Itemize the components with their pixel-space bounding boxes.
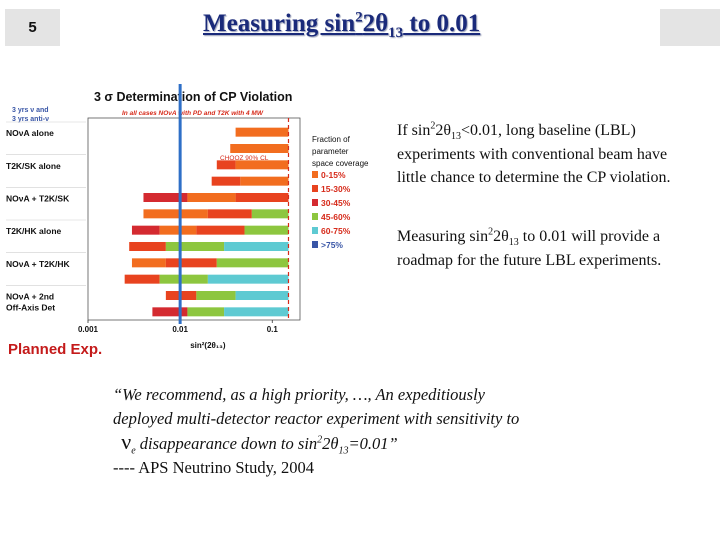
chooz-label: CHOOZ 90% CL [220,155,269,162]
legend-title: Fraction of [312,135,351,144]
bar-segment [230,144,289,153]
bar-segment [196,225,245,235]
bar-segment [235,160,289,170]
x-tick-label: 0.001 [78,325,99,334]
bar-segment [235,127,289,137]
quote-sup: 2 [317,434,323,446]
bar-segment [187,193,236,202]
bar-segment [159,225,197,235]
legend-swatch [312,185,318,192]
legend-swatch [312,213,318,220]
row-label: NOνA alone [6,128,54,138]
chart-subtitle: In all cases NOνA with PD and T2K with 4… [122,110,264,117]
quote-sub: 13 [338,445,349,457]
bullet2-post: to 0.01 will provide a roadmap for the f… [397,228,662,269]
quote-line-2: deployed multi-detector reactor experime… [113,408,520,428]
bar-segment [216,160,236,170]
bar-segment [165,242,225,251]
row-label: NOνA + T2K/SK [6,194,70,204]
bar-segment [235,193,289,202]
bullet1-sup: 2 [430,120,436,132]
bar-segment [207,209,252,219]
bullet2-mid: 2θ [493,228,509,245]
legend-title: space coverage [312,159,369,168]
corner-box [660,9,720,46]
bar-segment [131,225,160,235]
bullet2-pre: Measuring sin [397,228,489,245]
legend-swatch [312,199,318,206]
slide-number-text: 5 [28,19,37,36]
title-sub: 13 [388,25,404,41]
nu-symbol: ν [121,429,132,454]
legend-label: 0-15% [321,170,346,180]
bar-segment [251,209,289,219]
nu-flavor: e [131,445,136,457]
slide-number: 5 [5,9,60,46]
bar-segment [129,242,166,251]
bar-segment [124,274,160,284]
bar-segment [216,258,289,268]
bar-segment [211,176,241,186]
x-axis-label: sin²(2θ₁₃) [190,341,226,350]
bar-segment [152,307,188,317]
row-label: NOνA + T2K/HK [6,259,71,269]
quote-line-1: “We recommend, as a high priority, …, An… [113,385,485,404]
bar-segment [165,258,217,268]
aps-quote: “We recommend, as a high priority, …, An… [113,383,633,479]
bullet1-sub: 13 [451,131,461,143]
bullet1-post: <0.01, long baseline (LBL) experiments w… [397,122,671,186]
slide-title: Measuring sin22θ13 to 0.01 [203,9,481,41]
x-tick-label: 0.1 [267,325,279,334]
bar-segment [131,258,166,268]
chart-title: 3 σ Determination of CP Violation [94,90,292,104]
quote-line-3-mid: disappearance down to sin [135,434,318,453]
top-left-note: 3 yrs anti-ν [12,116,49,123]
legend-label: 15-30% [321,184,351,194]
title-sup: 2 [355,9,363,26]
legend-label: 30-45% [321,198,351,208]
row-label: Off-Axis Det [6,303,55,313]
top-left-note: 3 yrs ν and [12,107,49,114]
bullet1-pre: If sin [397,122,431,139]
bar-segment [235,291,289,300]
bar-segment [207,274,289,284]
legend-swatch [312,227,318,234]
row-label: T2K/HK alone [6,226,62,236]
bar-segment [240,176,289,186]
legend-title: parameter [312,147,349,156]
cp-violation-chart: 3 σ Determination of CP Violation In all … [6,84,386,350]
bullet1-mid: 2θ [435,122,451,139]
title-pre: Measuring sin [203,10,356,37]
x-tick-label: 0.01 [172,325,188,334]
bullet-lbl-chance: If sin22θ13<0.01, long baseline (LBL) ex… [397,119,697,190]
bar-segment [143,209,208,219]
legend-label: 60-75% [321,226,351,236]
legend-label: >75% [321,240,343,250]
legend-box [308,128,386,266]
title-mid: 2θ [362,10,389,37]
bar-segment [224,307,289,317]
row-label: T2K/SK alone [6,161,61,171]
quote-line-3: νe disappearance down to sin22θ13=0.01” [113,430,633,456]
legend-label: 45-60% [321,212,351,222]
bullet-roadmap: Measuring sin22θ13 to 0.01 will provide … [397,225,697,272]
bar-segment [196,291,236,300]
bar-segment [143,193,188,202]
quote-line-3-end: =0.01” [348,434,398,453]
bullet2-sup: 2 [488,226,494,238]
bar-segment [244,225,289,235]
bar-segment [224,242,289,251]
legend-swatch [312,241,318,248]
quote-theta: 2θ [322,434,339,453]
quote-attribution: ---- APS Neutrino Study, 2004 [113,457,315,477]
legend-swatch [312,171,318,178]
row-label: NOνA + 2nd [6,292,54,302]
bar-segment [187,307,225,317]
bar-segment [159,274,208,284]
bullet2-sub: 13 [508,237,519,249]
planned-exp-label: Planned Exp. [8,341,103,358]
title-post: to 0.01 [403,10,481,37]
